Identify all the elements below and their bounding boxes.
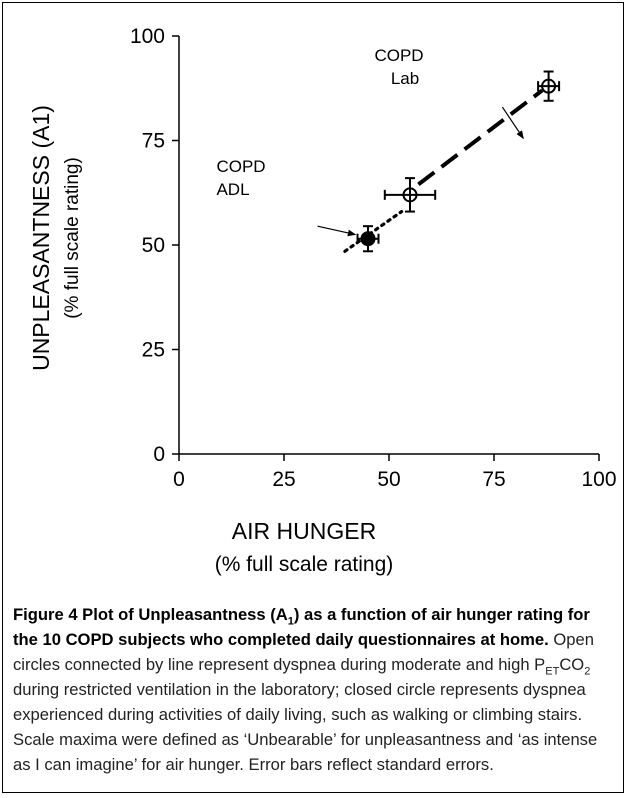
y-tick-label: 50 [142, 234, 165, 257]
closed-circle-point [360, 231, 376, 247]
y-axis-sublabel: (% full scale rating) [62, 157, 83, 319]
annotation: COPD Lab [374, 46, 524, 140]
annotation-label: COPD [374, 46, 423, 65]
axes: 0 25 50 75 100 0 25 50 75 100 [130, 25, 617, 491]
x-axis-label: AIR HUNGER [232, 518, 376, 544]
trend-lines [343, 88, 544, 253]
x-tick-label: 25 [272, 468, 295, 491]
dashed-line [417, 88, 544, 186]
y-tick-label: 100 [130, 25, 165, 48]
data-points [356, 70, 561, 253]
y-tick-label: 0 [153, 443, 165, 466]
annotation-arrow [501, 106, 524, 140]
y-tick-label: 25 [142, 339, 165, 362]
annotation-arrow [317, 225, 357, 237]
axis-labels: AIR HUNGER (% full scale rating) UNPLEAS… [28, 105, 393, 576]
caption-title: Figure 4 Plot of Unpleasantness (A1) as … [13, 605, 590, 649]
x-axis-sublabel: (% full scale rating) [215, 553, 394, 576]
figure-caption: Figure 4 Plot of Unpleasantness (A1) as … [13, 602, 617, 777]
annotation-label: COPD [216, 157, 265, 176]
y-axis-label: UNPLEASANTNESS (A1) [28, 105, 54, 371]
x-tick-label: 100 [581, 468, 616, 491]
annotations: COPD Lab COPD ADL [216, 46, 524, 237]
x-tick-label: 0 [173, 468, 185, 491]
open-circle-point [541, 78, 557, 94]
dotted-line [343, 209, 404, 253]
annotation: COPD ADL [216, 157, 357, 237]
annotation-label: ADL [216, 180, 249, 199]
x-tick-label: 50 [377, 468, 400, 491]
open-circle-point [402, 187, 418, 203]
annotation-label: Lab [391, 69, 419, 88]
y-tick-label: 75 [142, 130, 165, 153]
x-tick-label: 75 [482, 468, 505, 491]
caption-body: Open circles connected by line represent… [13, 630, 598, 774]
chart: 0 25 50 75 100 0 25 50 75 100 COPD Lab COPD ADL AIR … [28, 25, 617, 576]
